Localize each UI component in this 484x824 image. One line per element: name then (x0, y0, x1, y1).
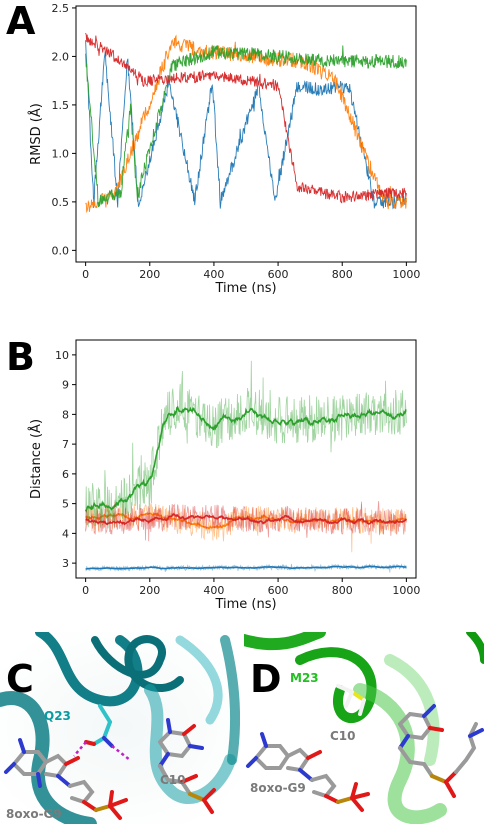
structure-panel-d: D M23 C10 8oxo-G9 (244, 632, 484, 824)
panel-c-letter: C (6, 657, 34, 701)
distance-y-tick-label: 5 (62, 498, 69, 511)
rmsd-y-tick-label: 0.0 (52, 244, 70, 257)
distance-chart: 0 200 400 600 800 1000 3 4 5 6 7 8 9 10 Time (ns) Di… (28, 339, 420, 612)
rmsd-series-line (85, 40, 407, 210)
rmsd-x-tick-label: 600 (268, 268, 289, 281)
distance-y-axis-label: Distance (Å) (28, 419, 44, 499)
distance-x-tick-label: 400 (203, 584, 224, 597)
rmsd-y-ticks: 0.0 0.5 1.0 1.5 2.0 2.5 (52, 2, 76, 257)
rmsd-series-line (85, 34, 407, 214)
g9-label-c: 8oxo-G9 (6, 807, 62, 821)
rmsd-x-axis-label: Time (ns) (214, 281, 276, 296)
rmsd-x-tick-label: 0 (82, 268, 89, 281)
distance-x-axis-label: Time (ns) (214, 597, 276, 612)
rmsd-y-tick-label: 1.0 (52, 147, 70, 160)
c10-label-d: C10 (330, 729, 356, 743)
distance-series-line (85, 501, 407, 542)
c10-label-c: C10 (160, 773, 186, 787)
distance-series-line (85, 563, 407, 573)
distance-y-tick-label: 3 (62, 557, 69, 570)
rmsd-y-axis-label: RMSD (Å) (28, 103, 44, 165)
rmsd-x-tick-label: 800 (332, 268, 353, 281)
distance-x-tick-label: 1000 (392, 584, 420, 597)
structure-panel-c: C Q23 C10 8oxo-G9 (0, 632, 240, 824)
distance-x-tick-label: 600 (268, 584, 289, 597)
rmsd-series-group (85, 32, 407, 214)
distance-y-tick-label: 9 (62, 379, 69, 392)
distance-y-tick-label: 7 (62, 438, 69, 451)
rmsd-y-tick-label: 1.5 (52, 99, 70, 112)
g9-label-d: 8oxo-G9 (250, 781, 306, 795)
panel-b-letter: B (6, 335, 35, 379)
distance-plot-frame (75, 339, 417, 579)
distance-series-mean-line (84, 405, 407, 513)
distance-y-tick-label: 10 (55, 349, 69, 362)
distance-series-mean-line (85, 513, 408, 526)
rmsd-x-tick-label: 400 (203, 268, 224, 281)
distance-x-tick-label: 0 (82, 584, 89, 597)
distance-y-tick-label: 6 (62, 468, 69, 481)
rmsd-chart: 0 200 400 600 800 1000 0.0 0.5 1.0 1.5 2.0 2.5 Tim… (28, 2, 420, 296)
distance-series-line (85, 360, 407, 529)
rmsd-x-ticks: 0 200 400 600 800 1000 (82, 262, 420, 281)
distance-x-tick-label: 200 (139, 584, 160, 597)
q23-label: Q23 (44, 709, 71, 723)
rmsd-x-tick-label: 1000 (392, 268, 420, 281)
rmsd-x-tick-label: 200 (139, 268, 160, 281)
rmsd-series-line (85, 45, 407, 208)
distance-x-tick-label: 800 (332, 584, 353, 597)
rmsd-y-tick-label: 2.0 (52, 50, 70, 63)
distance-y-tick-label: 4 (62, 527, 69, 540)
rmsd-y-tick-label: 2.5 (52, 2, 70, 15)
distance-series-group (84, 360, 408, 573)
distance-x-ticks: 0 200 400 600 800 1000 (82, 578, 420, 597)
distance-y-ticks: 3 4 5 6 7 8 9 10 (55, 349, 76, 570)
panel-a-letter: A (6, 0, 36, 43)
distance-series-line (85, 503, 407, 553)
distance-series-mean-line (85, 565, 407, 570)
panel-d-letter: D (250, 657, 282, 701)
distance-y-tick-label: 8 (62, 408, 69, 421)
rmsd-series-line (85, 32, 407, 204)
rmsd-y-tick-label: 0.5 (52, 196, 70, 209)
m23-label: M23 (290, 671, 319, 685)
rmsd-plot-frame (75, 5, 417, 263)
